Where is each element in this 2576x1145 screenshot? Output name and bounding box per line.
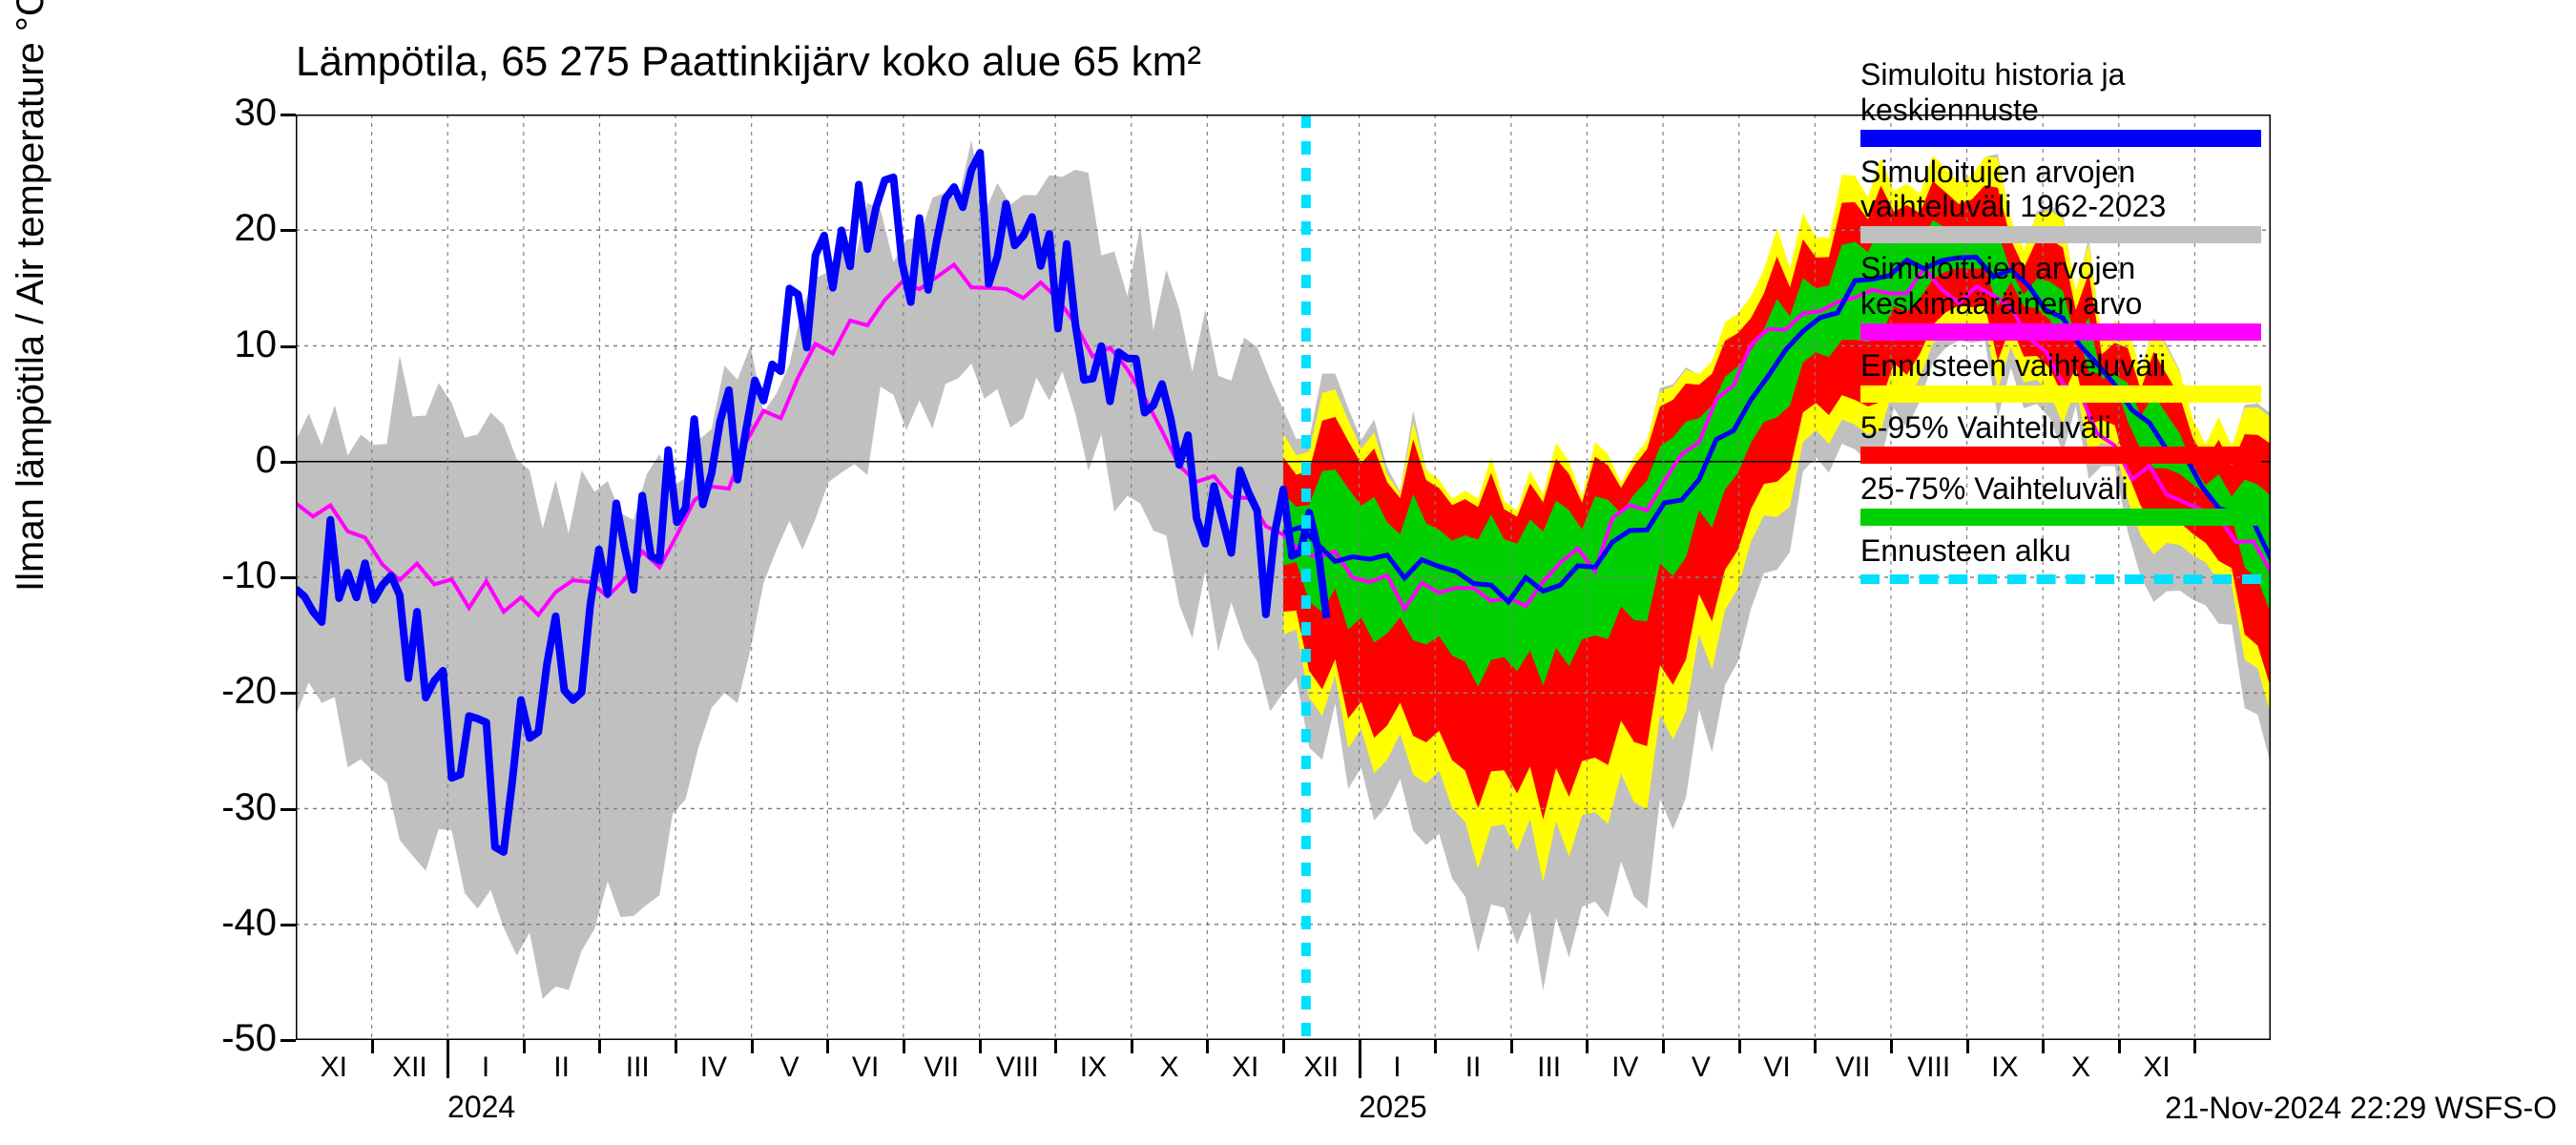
x-tick-label: III [626, 1051, 650, 1084]
x-tick-label: X [1160, 1051, 1179, 1084]
x-tick-label: XII [392, 1051, 427, 1084]
x-tick-label: XI [2143, 1051, 2170, 1084]
x-tick-label: VI [1763, 1051, 1790, 1084]
x-tick-label: VIII [996, 1051, 1039, 1084]
y-tick-label: 20 [191, 207, 277, 250]
y-tick-label: -40 [191, 902, 277, 945]
legend-label: Simuloitu historia ja [1860, 57, 2271, 93]
x-tick-label: IV [700, 1051, 727, 1084]
legend-entry: 25-75% Vaihteluväli [1860, 471, 2271, 526]
x-tick-label: II [553, 1051, 570, 1084]
legend-label: Simuloitujen arvojen [1860, 155, 2271, 190]
legend-entry: Simuloitujen arvojenkeskimääräinen arvo [1860, 251, 2271, 341]
y-tick-label: -30 [191, 786, 277, 829]
legend-entry: Ennusteen alku [1860, 533, 2271, 584]
legend-swatch [1860, 574, 2261, 584]
legend-swatch [1860, 447, 2261, 464]
x-tick-label: IX [1080, 1051, 1107, 1084]
chart-title: Lämpötila, 65 275 Paattinkijärv koko alu… [296, 38, 1201, 86]
year-label: 2024 [447, 1090, 515, 1125]
x-tick-label: XI [321, 1051, 347, 1084]
y-tick-label: 30 [191, 92, 277, 135]
legend-label: keskimääräinen arvo [1860, 286, 2271, 322]
legend-entry: 5-95% Vaihteluväli [1860, 410, 2271, 465]
x-tick-label: XI [1232, 1051, 1258, 1084]
legend-label: vaihteluväli 1962-2023 [1860, 189, 2271, 224]
legend-entry: Ennusteen vaihteluväli [1860, 348, 2271, 403]
legend-label: keskiennuste [1860, 93, 2271, 128]
legend-label: Ennusteen alku [1860, 533, 2271, 569]
x-tick-label: II [1465, 1051, 1482, 1084]
x-tick-label: VIII [1907, 1051, 1950, 1084]
y-tick-label: 0 [191, 439, 277, 482]
x-tick-label: V [779, 1051, 799, 1084]
y-tick-label: -20 [191, 670, 277, 713]
chart-container: Lämpötila, 65 275 Paattinkijärv koko alu… [0, 0, 2576, 1145]
legend-label: 5-95% Vaihteluväli [1860, 410, 2271, 446]
x-tick-label: V [1692, 1051, 1711, 1084]
x-tick-label: I [1393, 1051, 1401, 1084]
legend: Simuloitu historia jakeskiennusteSimuloi… [1860, 57, 2271, 595]
x-tick-label: VII [924, 1051, 959, 1084]
legend-entry: Simuloitujen arvojenvaihteluväli 1962-20… [1860, 155, 2271, 244]
x-tick-label: III [1537, 1051, 1561, 1084]
y-tick-label: -10 [191, 554, 277, 597]
x-tick-label: VI [852, 1051, 879, 1084]
x-tick-label: IX [1991, 1051, 2018, 1084]
legend-label: Ennusteen vaihteluväli [1860, 348, 2271, 384]
x-tick-label: IV [1611, 1051, 1638, 1084]
x-tick-label: VII [1836, 1051, 1871, 1084]
x-tick-label: I [482, 1051, 489, 1084]
timestamp: 21-Nov-2024 22:29 WSFS-O [2165, 1091, 2557, 1126]
x-tick-label: X [2071, 1051, 2090, 1084]
legend-label: Simuloitujen arvojen [1860, 251, 2271, 286]
legend-entry: Simuloitu historia jakeskiennuste [1860, 57, 2271, 147]
legend-swatch [1860, 509, 2261, 526]
y-tick-label: 10 [191, 323, 277, 366]
legend-label: 25-75% Vaihteluväli [1860, 471, 2271, 507]
legend-swatch [1860, 226, 2261, 243]
y-axis-label: Ilman lämpötila / Air temperature °C [10, 0, 52, 592]
legend-swatch [1860, 385, 2261, 403]
legend-swatch [1860, 130, 2261, 147]
year-label: 2025 [1359, 1090, 1426, 1125]
legend-swatch [1860, 323, 2261, 341]
x-tick-label: XII [1303, 1051, 1339, 1084]
y-tick-label: -50 [191, 1017, 277, 1060]
